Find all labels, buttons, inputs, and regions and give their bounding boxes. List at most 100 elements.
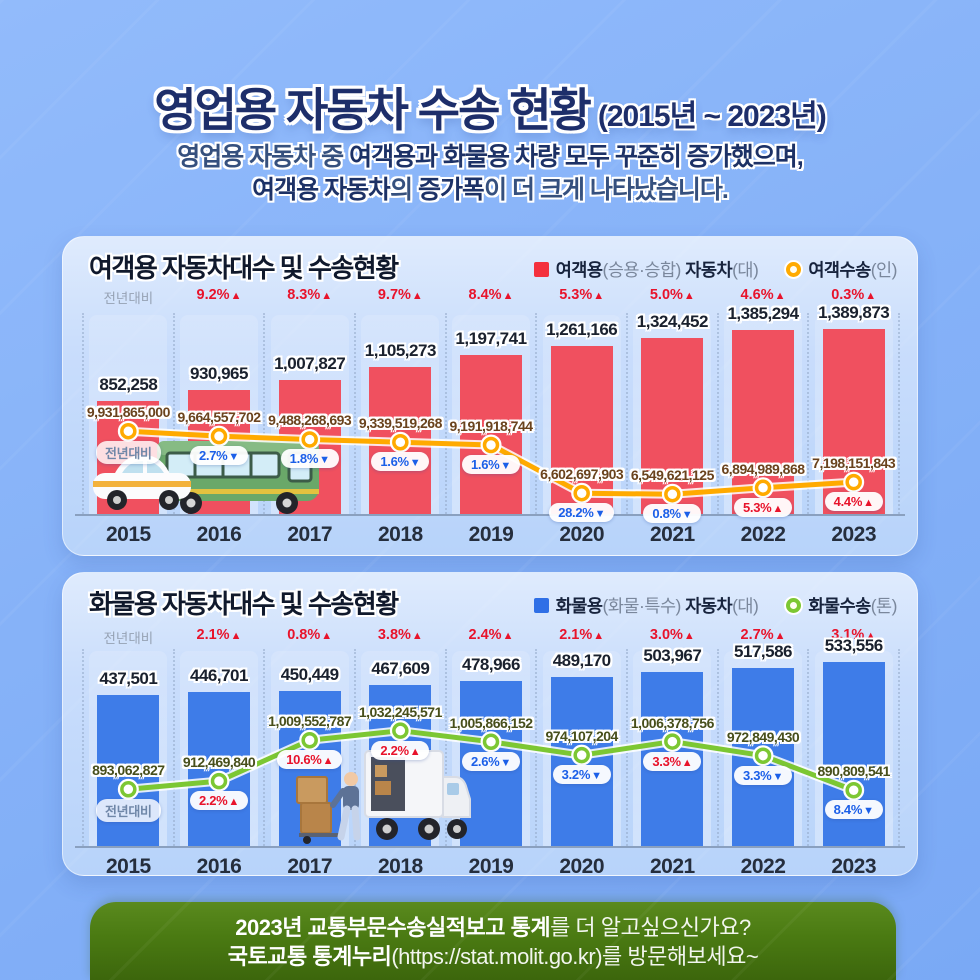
bar-value-label: 1,007,827	[274, 354, 346, 373]
yoy-up-value: 10.6%▲	[286, 752, 334, 768]
yoy-up-value: 0.3%▲	[831, 287, 877, 303]
year-label: 2023	[831, 855, 877, 875]
subtitle-text: 영업용 자동차 중	[177, 143, 350, 171]
yoy-down-value: 2.6%▼	[470, 753, 512, 769]
legend-label-unit: (대)	[732, 596, 759, 616]
yoy-down-value: 3.3%▼	[743, 767, 784, 783]
bar-yoy-change: 9.2%▲	[169, 287, 269, 303]
line-point-marker	[845, 473, 862, 491]
subtitle-text: 의	[390, 176, 419, 204]
column-separator	[898, 313, 901, 514]
column-separator	[263, 313, 266, 514]
year-label: 2016	[196, 855, 242, 875]
footer-text: 를 더 알고싶으신가요?	[550, 915, 751, 940]
legend-item: 화물용(화물·특수) 자동차(대)	[533, 593, 759, 618]
bar-yoy-change: 2.1%▲	[169, 627, 269, 643]
line-yoy-pill: 28.2%▼	[549, 503, 615, 523]
triangle-down-icon: ▼	[228, 451, 240, 464]
yoy-up-value: 2.1%▲	[559, 627, 605, 643]
yoy-header-label: 전년대비	[103, 631, 154, 646]
line-point-marker	[664, 733, 681, 750]
line-yoy-row: 3.3%▼	[698, 765, 828, 785]
subtitle-text: 이 더 크게 나타났습니다.	[484, 176, 729, 204]
yoy-up-value: 9.2%▲	[196, 287, 242, 303]
line-value-label: 7,198,151,843	[812, 455, 896, 472]
triangle-up-icon: ▲	[409, 745, 421, 758]
bar-yoy-change: 0.3%▲	[804, 287, 904, 303]
bar-value-label: 489,170	[552, 651, 611, 670]
legend-label-unit: (대)	[732, 260, 759, 280]
line-value-label: 9,664,557,702	[177, 409, 261, 426]
line-value-label: 6,894,989,868	[721, 460, 806, 477]
triangle-down-icon: ▼	[681, 509, 693, 522]
bar-value-label: 446,701	[190, 666, 248, 685]
bar-yoy-change: 전년대비	[78, 287, 178, 307]
bar-yoy-change: 3.0%▲	[622, 627, 722, 643]
legend-label-main: 화물수송	[808, 596, 871, 616]
line-point-marker	[664, 485, 681, 503]
bar-yoy-change: 0.8%▲	[260, 627, 360, 643]
bar-value-label: 930,965	[190, 364, 248, 383]
line-value-label: 912,469,840	[182, 754, 256, 771]
legend-label-main: 화물용	[555, 596, 603, 616]
line-yoy-row: 2.6%▼	[426, 751, 556, 771]
subtitle: 영업용 자동차 중 여객용과 화물용 차량 모두 꾸준히 증가했으며, 여객용 …	[0, 141, 980, 207]
legend-label-unit: (인)	[870, 260, 898, 280]
triangle-up-icon: ▲	[230, 290, 242, 302]
year-label: 2019	[468, 523, 514, 546]
line-yoy-pill: 2.2%▲	[189, 791, 249, 811]
footer-emphasis: 국토교통 통계누리	[227, 944, 392, 969]
yoy-down-value: 2.7%▼	[198, 448, 240, 464]
column-separator	[807, 313, 810, 514]
yoy-up-value: 5.3%▲	[743, 499, 784, 515]
line-yoy-pill: 2.7%▼	[189, 446, 249, 466]
year-label: 2020	[559, 855, 605, 875]
line-value-label: 893,062,827	[92, 762, 165, 779]
line-yoy-pill: 3.3%▲	[643, 751, 702, 771]
line-point-marker	[120, 781, 137, 798]
main-title-period: (2015년 ~ 2023년)	[597, 100, 827, 133]
line-value-label: 6,549,621,125	[630, 467, 715, 484]
bar-value-label: 1,389,873	[818, 303, 890, 322]
passenger-chart-title: 여객용 자동차대수 및 수송현황	[89, 253, 399, 283]
bar-value-label: 1,261,166	[546, 320, 618, 339]
triangle-down-icon: ▼	[594, 508, 606, 521]
year-label: 2016	[196, 523, 242, 546]
line-yoy-row: 2.2%▲	[335, 740, 465, 760]
yoy-down-value: 1.8%▼	[289, 451, 330, 467]
legend-item: 화물수송(톤)	[786, 593, 898, 618]
bar-yoy-change: 2.7%▲	[713, 627, 813, 643]
subtitle-emphasis: 여객용 자동차	[252, 176, 391, 204]
legend-label-main: 자동차	[680, 596, 733, 616]
line-point-marker	[392, 433, 409, 451]
bar-value-label: 478,966	[462, 655, 520, 674]
line-point-marker	[573, 746, 590, 764]
line-point-marker	[482, 733, 500, 751]
yoy-up-value: 5.3%▲	[559, 287, 605, 303]
year-label: 2022	[740, 523, 786, 546]
line-point-marker	[392, 722, 409, 739]
main-title: 영업용 자동차 수송 현황 (2015년 ~ 2023년)	[0, 74, 980, 140]
legend-label-unit: (화물·특수)	[602, 596, 682, 616]
year-label: 2020	[559, 523, 605, 546]
line-yoy-pill: 2.2%▲	[371, 740, 430, 760]
bar-value-label: 533,556	[824, 636, 883, 655]
line-yoy-row: 2.2%▲	[154, 791, 284, 811]
footer-banner: 2023년 교통부문수송실적보고 통계를 더 알고싶으신가요? 국토교통 통계누…	[90, 902, 896, 980]
bar-yoy-change: 4.6%▲	[713, 287, 813, 303]
triangle-up-icon: ▲	[321, 290, 333, 302]
line-point-marker	[210, 772, 228, 790]
bar-value-label: 852,258	[99, 375, 158, 394]
line-yoy-row: 3.3%▲	[607, 751, 737, 771]
line-value-label: 9,931,865,000	[86, 404, 171, 421]
line-point-marker	[210, 427, 228, 445]
line-yoy-pill: 5.3%▲	[734, 497, 793, 517]
line-yoy-pill: 1.8%▼	[280, 449, 339, 469]
column-separator	[172, 313, 175, 514]
triangle-up-icon: ▲	[321, 630, 333, 642]
bar-value-label: 450,449	[280, 665, 339, 684]
line-value-label: 972,849,430	[726, 728, 800, 745]
triangle-up-icon: ▲	[774, 630, 786, 642]
line-yoy-row: 3.2%▼	[517, 765, 647, 785]
base-year-badge: 전년대비	[96, 799, 161, 823]
